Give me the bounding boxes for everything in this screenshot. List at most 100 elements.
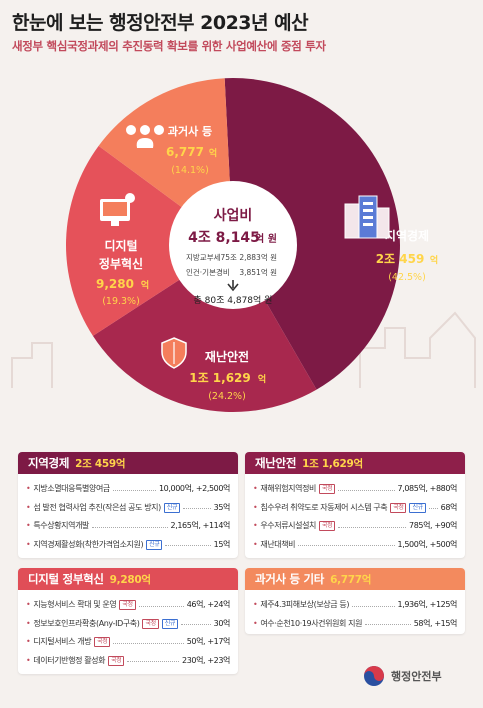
page-subtitle: 새정부 핵심국정과제의 추진동력 확보를 위한 사업예산에 중점 투자 bbox=[12, 39, 326, 53]
row-label: 특수상황지역개발 bbox=[33, 521, 90, 530]
row-tag: 국정 bbox=[390, 502, 407, 513]
row-tag: 국정 bbox=[108, 655, 125, 666]
dotted-leader bbox=[112, 489, 156, 491]
slice-percent: (42.5%) bbox=[388, 272, 426, 283]
slice-amount: 1조 1,629 bbox=[189, 371, 251, 385]
row-label: 지방소멸대응특별양여금 bbox=[33, 484, 110, 493]
row-tag: 신규 bbox=[163, 502, 181, 513]
slice-amount-unit: 억 bbox=[430, 254, 438, 266]
panel-digital-government: 디지털 정부혁신 9,280억 • 지능형서비스 확대 및 운영 국정 46억, +24… bbox=[18, 568, 238, 674]
row-tag: 신규 bbox=[409, 502, 426, 513]
panel-title: 과거사 등 기타 bbox=[255, 572, 325, 586]
slice-amount: 2조 459 bbox=[376, 252, 425, 266]
pie-slice-2 bbox=[65, 145, 233, 336]
slice-name: 과거사 등 bbox=[168, 124, 212, 138]
row-label: 지능형서비스 확대 및 운영 bbox=[33, 600, 117, 609]
row-label: 제주4.3피해보상(보상금 등) bbox=[260, 600, 350, 609]
bullet-icon: • bbox=[26, 484, 31, 493]
pie-slice-0 bbox=[224, 78, 401, 390]
bullet-icon: • bbox=[26, 637, 31, 646]
panel-row: • 재해위험지역정비 국정 7,085억, +880억 bbox=[253, 480, 457, 499]
city-background bbox=[11, 311, 476, 388]
panel-amount: 9,280억 bbox=[109, 574, 151, 586]
panel-regional-economy: 지역경제 2조 459억 • 지방소멸대응특별양여금 10,000억, +2,500억… bbox=[18, 452, 238, 558]
panel-header: 과거사 등 기타 6,777억 bbox=[245, 568, 465, 590]
panel-row: • 정보보호인프라확충(Any-ID구축) 국정 신규 30억 bbox=[26, 615, 230, 634]
arrow-down-icon bbox=[227, 280, 239, 292]
row-tag: 국정 bbox=[94, 637, 111, 648]
computer-icon bbox=[100, 193, 135, 226]
row-value: 10,000억, +2,500억 bbox=[158, 484, 230, 493]
shield-icon bbox=[161, 337, 187, 369]
dotted-leader bbox=[338, 526, 407, 528]
page-title: 한눈에 보는 행정안전부 2023년 예산 bbox=[12, 12, 309, 34]
slice-name: 디지털 bbox=[104, 238, 137, 253]
panel-row: • 우수저류시설설치 국정 785억, +90억 bbox=[253, 517, 457, 536]
slice-name-line2: 정부혁신 bbox=[99, 256, 143, 271]
row-value: 50억, +17억 bbox=[186, 637, 231, 646]
row-value: 1,500억, +500억 bbox=[397, 539, 458, 549]
dotted-leader bbox=[180, 624, 211, 626]
panel-rows: • 제주4.3피해보상(보상금 등) 1,936억, +125억 • 여수·순천10·1… bbox=[245, 590, 465, 633]
panel-title: 디지털 정부혁신 bbox=[28, 572, 104, 586]
slice-label-regional-economy: 지역경제 2조 459 억 (42.5%) bbox=[376, 228, 438, 283]
bullet-icon: • bbox=[26, 539, 31, 549]
bullet-icon: • bbox=[26, 655, 31, 665]
slice-percent: (19.3%) bbox=[102, 296, 140, 307]
panel-rows: • 지방소멸대응특별양여금 10,000억, +2,500억 • 섬 발전 협력사업 추… bbox=[18, 474, 238, 554]
budget-pie-chart: 사업비 4조 8,145 억 원 지방교부세 75조 2,883억 원 인건·기… bbox=[11, 78, 476, 413]
dotted-leader bbox=[113, 642, 184, 644]
panel-row: • 침수우려 취약도로 자동제어 시스템 구축 국정 신규 68억 bbox=[253, 499, 457, 518]
center-total: 총 80조 4,878억 원 bbox=[194, 294, 273, 306]
panel-title: 지역경제 bbox=[28, 456, 70, 470]
panel-amount: 2조 459억 bbox=[75, 458, 126, 470]
center-line1-label: 지방교부세 bbox=[186, 252, 221, 262]
panel-row: • 특수상황지역개발 2,165억, +114억 bbox=[26, 517, 230, 536]
dotted-leader bbox=[92, 526, 168, 528]
slice-percent: (14.1%) bbox=[171, 165, 209, 176]
panel-rows: • 지능형서비스 확대 및 운영 국정 46억, +24억 • 정보보호인프라확충(Any… bbox=[18, 590, 238, 670]
bullet-icon: • bbox=[253, 539, 258, 549]
panel-row: • 지방소멸대응특별양여금 10,000억, +2,500억 bbox=[26, 480, 230, 499]
panel-header: 지역경제 2조 459억 bbox=[18, 452, 238, 474]
panel-row: • 데이터기반행정 활성화 국정 230억, +23억 bbox=[26, 652, 230, 671]
slice-amount: 9,280 bbox=[96, 277, 134, 291]
row-label: 재해위험지역정비 bbox=[260, 484, 317, 493]
row-label: 우수저류시설설치 bbox=[260, 521, 317, 530]
row-tag: 국정 bbox=[142, 618, 159, 629]
panel-title: 재난안전 bbox=[255, 456, 297, 470]
dotted-leader bbox=[138, 605, 184, 607]
row-label: 디지털서비스 개방 bbox=[33, 637, 92, 646]
row-tag: 신규 bbox=[146, 539, 163, 550]
building-icon bbox=[344, 195, 390, 239]
row-value: 68억 bbox=[440, 502, 458, 512]
slice-label-disaster-safety: 재난안전 1조 1,629 억 (24.2%) bbox=[189, 349, 266, 402]
slice-amount-unit: 억 bbox=[258, 373, 266, 385]
bullet-icon: • bbox=[253, 521, 258, 530]
center-label: 사업비 bbox=[214, 208, 253, 224]
row-label: 정보보호인프라확충(Any-ID구축) bbox=[33, 618, 140, 628]
panel-row: • 지역경제활성화(착한가격업소지원) 신규 15억 bbox=[26, 536, 230, 555]
dotted-leader bbox=[365, 624, 411, 626]
center-line1-value: 75조 2,883억 원 bbox=[221, 253, 278, 262]
panel-row: • 여수·순천10·19사건위원회 지원 58억, +15억 bbox=[253, 615, 457, 634]
dotted-leader bbox=[183, 508, 211, 510]
logo-text: 행정안전부 bbox=[391, 670, 442, 683]
dotted-leader bbox=[352, 605, 395, 607]
row-tag: 국정 bbox=[319, 484, 336, 495]
center-amount-unit: 억 원 bbox=[255, 232, 277, 245]
row-value: 46억, +24억 bbox=[186, 600, 231, 609]
row-value: 35억 bbox=[213, 502, 231, 512]
panel-disaster-safety: 재난안전 1조 1,629억 • 재해위험지역정비 국정 7,085억, +880억 • 침… bbox=[245, 452, 465, 558]
row-tag: 국정 bbox=[119, 600, 136, 611]
pie-slice-1 bbox=[92, 245, 317, 413]
row-tag: 신규 bbox=[161, 618, 178, 629]
row-label: 섬 발전 협력사업 추진(작은섬 공도 방지) bbox=[33, 502, 161, 512]
panel-rows: • 재해위험지역정비 국정 7,085억, +880억 • 침수우려 취약도로 자동제어 … bbox=[245, 474, 465, 554]
bullet-icon: • bbox=[253, 600, 258, 609]
panel-amount: 6,777억 bbox=[330, 574, 372, 586]
slice-name: 재난안전 bbox=[205, 349, 249, 364]
row-value: 2,165억, +114억 bbox=[170, 521, 231, 530]
row-label: 재난대책비 bbox=[260, 539, 296, 549]
panel-header: 디지털 정부혁신 9,280억 bbox=[18, 568, 238, 590]
